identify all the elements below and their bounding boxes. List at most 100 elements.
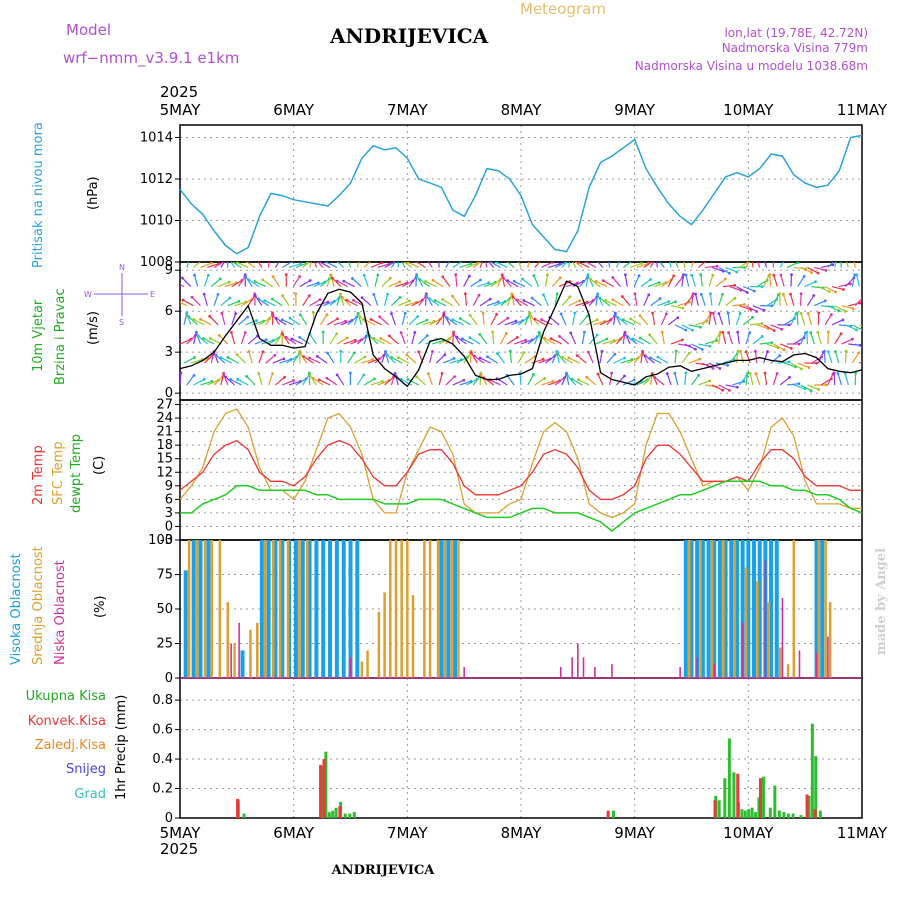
wind-arrow xyxy=(674,351,677,364)
wind-arrowhead xyxy=(479,373,483,376)
wind-arrow xyxy=(472,294,480,307)
wind-arrowhead xyxy=(586,314,589,318)
wind-arrowhead xyxy=(245,375,249,378)
wind-arrowhead xyxy=(733,283,737,287)
wind-arrow xyxy=(527,374,535,386)
wind-arrowhead xyxy=(228,296,232,300)
wind-arrowhead xyxy=(495,352,499,355)
x-tick-label-top: 5MAY xyxy=(160,101,202,119)
wind-arrowhead xyxy=(264,338,268,341)
wind-arrow xyxy=(237,262,249,269)
wind-arrowhead xyxy=(735,270,739,274)
wind-arrowhead xyxy=(379,337,383,340)
wind-arrowhead xyxy=(640,262,643,265)
wind-arrow xyxy=(565,282,578,288)
wind-arrowhead xyxy=(585,375,589,379)
convective-rain-bar xyxy=(338,806,342,818)
wind-arrow xyxy=(636,262,649,269)
wind-arrow xyxy=(272,358,285,364)
wind-arrowhead xyxy=(274,316,278,320)
wind-arrowhead xyxy=(325,376,329,380)
wind-arrowhead xyxy=(637,274,641,278)
mid-cloud-bar xyxy=(306,540,309,678)
wind-arrow xyxy=(852,324,862,331)
wind-arrowhead xyxy=(708,379,712,383)
wind-arrow xyxy=(254,280,267,288)
wind-arrowhead xyxy=(809,389,813,393)
wind-arrow xyxy=(452,262,463,268)
high-cloud-bar xyxy=(752,540,757,678)
mid-cloud-bar xyxy=(286,540,290,678)
wind-arrow xyxy=(684,296,693,307)
wind-arrow xyxy=(432,279,444,288)
wind-arrow xyxy=(722,284,735,288)
wind-arrowhead xyxy=(851,307,855,311)
wind-arrow xyxy=(368,335,379,345)
wind-arrowhead xyxy=(415,274,419,278)
wind-arrowhead xyxy=(426,372,430,376)
wind-arrowhead xyxy=(530,296,534,300)
wind-arrowhead xyxy=(270,297,274,301)
wind-arrow xyxy=(615,262,620,268)
wind-arrow xyxy=(319,314,328,326)
wind-arrowhead xyxy=(684,371,688,375)
wind-arrowhead xyxy=(351,277,354,280)
wind-arrow xyxy=(282,295,290,307)
wind-arrow xyxy=(636,379,648,386)
wind-arrowhead xyxy=(398,295,402,299)
mid-cloud-bar xyxy=(710,540,714,678)
high-cloud-bar xyxy=(355,540,360,678)
wind-arrowhead xyxy=(433,299,437,302)
wind-arrowhead xyxy=(844,349,848,353)
wind-arrowhead xyxy=(566,374,569,378)
wind-arrow xyxy=(845,324,857,331)
wind-arrowhead xyxy=(823,299,827,303)
wind-arrow xyxy=(258,298,269,307)
wind-arrowhead xyxy=(736,330,740,334)
wind-arrow xyxy=(745,305,757,312)
high-cloud-bar xyxy=(774,540,779,678)
wind-arrowhead xyxy=(529,314,533,318)
wind-arrowhead xyxy=(577,262,580,264)
pressure-line xyxy=(179,134,863,255)
wind-arrow xyxy=(595,280,608,288)
wind-arrowhead xyxy=(556,352,560,356)
wind-arrow xyxy=(207,263,219,269)
wind-arrow xyxy=(782,294,788,306)
wind-arrowhead xyxy=(869,357,872,360)
wind-arrowhead xyxy=(210,262,214,265)
mid-cloud-bar xyxy=(744,567,748,678)
wind-arrow xyxy=(772,373,778,386)
wind-arrow xyxy=(353,313,359,326)
total-rain-bar xyxy=(818,810,822,818)
wind-arrowhead xyxy=(736,349,740,353)
wind-arrow xyxy=(848,302,861,307)
wind-arrowhead xyxy=(641,350,645,354)
precip-legend-convective: Konvek.Kisa xyxy=(28,714,106,729)
wind-arrowhead xyxy=(308,356,311,360)
wind-arrow xyxy=(408,276,417,287)
wind-arrowhead xyxy=(362,273,366,277)
wind-arrow xyxy=(715,278,726,288)
wind-arrowhead xyxy=(785,256,788,259)
wind-arrow xyxy=(490,278,501,288)
wind-arrow xyxy=(370,318,383,326)
wind-arrow xyxy=(500,297,511,307)
wind-arrowhead xyxy=(763,371,767,375)
wind-arrow xyxy=(336,262,345,268)
wind-arrow xyxy=(361,297,372,307)
wind-arrow xyxy=(519,372,522,386)
wind-arrowhead xyxy=(814,280,817,284)
wind-arrow xyxy=(506,374,515,386)
y-tick-label: 1014 xyxy=(140,130,173,145)
wind-arrow xyxy=(780,274,785,287)
wind-arrowhead xyxy=(501,276,505,280)
wind-arrowhead xyxy=(383,350,387,353)
wind-arrowhead xyxy=(339,292,342,296)
wind-arrow xyxy=(274,333,283,345)
wind-arrow xyxy=(764,372,768,386)
convective-rain-bar xyxy=(736,773,740,818)
wind-arrow xyxy=(390,313,396,326)
wind-arrow xyxy=(363,262,371,268)
low-cloud-bar xyxy=(713,664,716,678)
